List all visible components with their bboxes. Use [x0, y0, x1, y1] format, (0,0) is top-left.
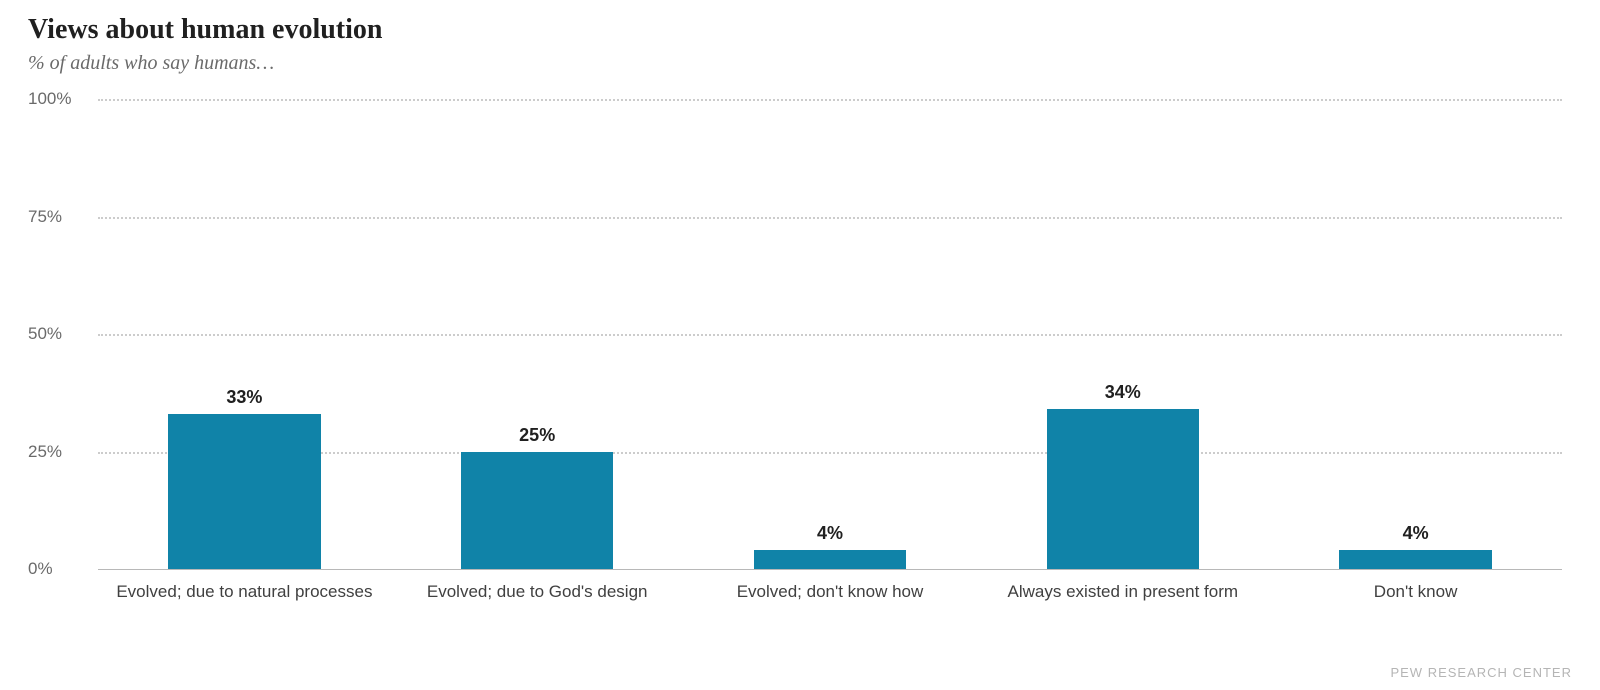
ytick-100: 100%: [28, 89, 88, 109]
chart-plot-wrap: 100% 75% 50% 25% 0% 33% 25%: [28, 89, 1572, 629]
bar-dont-know: 4%: [1339, 550, 1491, 569]
source-attribution: PEW RESEARCH CENTER: [1390, 665, 1572, 680]
xlabel: Evolved; don't know how: [684, 575, 977, 629]
bar-evolved-natural: 33%: [168, 414, 320, 569]
bar-slot: 25%: [391, 99, 684, 569]
bar-slot: 4%: [684, 99, 977, 569]
bar-slot: 4%: [1269, 99, 1562, 569]
chart-container: Views about human evolution % of adults …: [0, 0, 1600, 690]
gridline-0: [98, 569, 1562, 570]
bar-value-label: 25%: [519, 425, 555, 446]
xlabel: Evolved; due to God's design: [391, 575, 684, 629]
bar-value-label: 4%: [817, 523, 843, 544]
x-axis-labels: Evolved; due to natural processes Evolve…: [98, 575, 1562, 629]
bar-value-label: 34%: [1105, 382, 1141, 403]
bars-group: 33% 25% 4% 34%: [98, 99, 1562, 569]
ytick-25: 25%: [28, 442, 88, 462]
bar-slot: 33%: [98, 99, 391, 569]
bar-value-label: 4%: [1403, 523, 1429, 544]
bar-evolved-gods-design: 25%: [461, 452, 613, 570]
xlabel: Always existed in present form: [976, 575, 1269, 629]
chart-title: Views about human evolution: [28, 14, 1572, 46]
bar-slot: 34%: [976, 99, 1269, 569]
ytick-75: 75%: [28, 207, 88, 227]
xlabel: Evolved; due to natural processes: [98, 575, 391, 629]
chart-plot: 33% 25% 4% 34%: [98, 99, 1562, 569]
bar-evolved-dont-know-how: 4%: [754, 550, 906, 569]
bar-always-existed: 34%: [1047, 409, 1199, 569]
bar-value-label: 33%: [226, 387, 262, 408]
xlabel: Don't know: [1269, 575, 1562, 629]
ytick-0: 0%: [28, 559, 88, 579]
ytick-50: 50%: [28, 324, 88, 344]
chart-subtitle: % of adults who say humans…: [28, 52, 1572, 75]
